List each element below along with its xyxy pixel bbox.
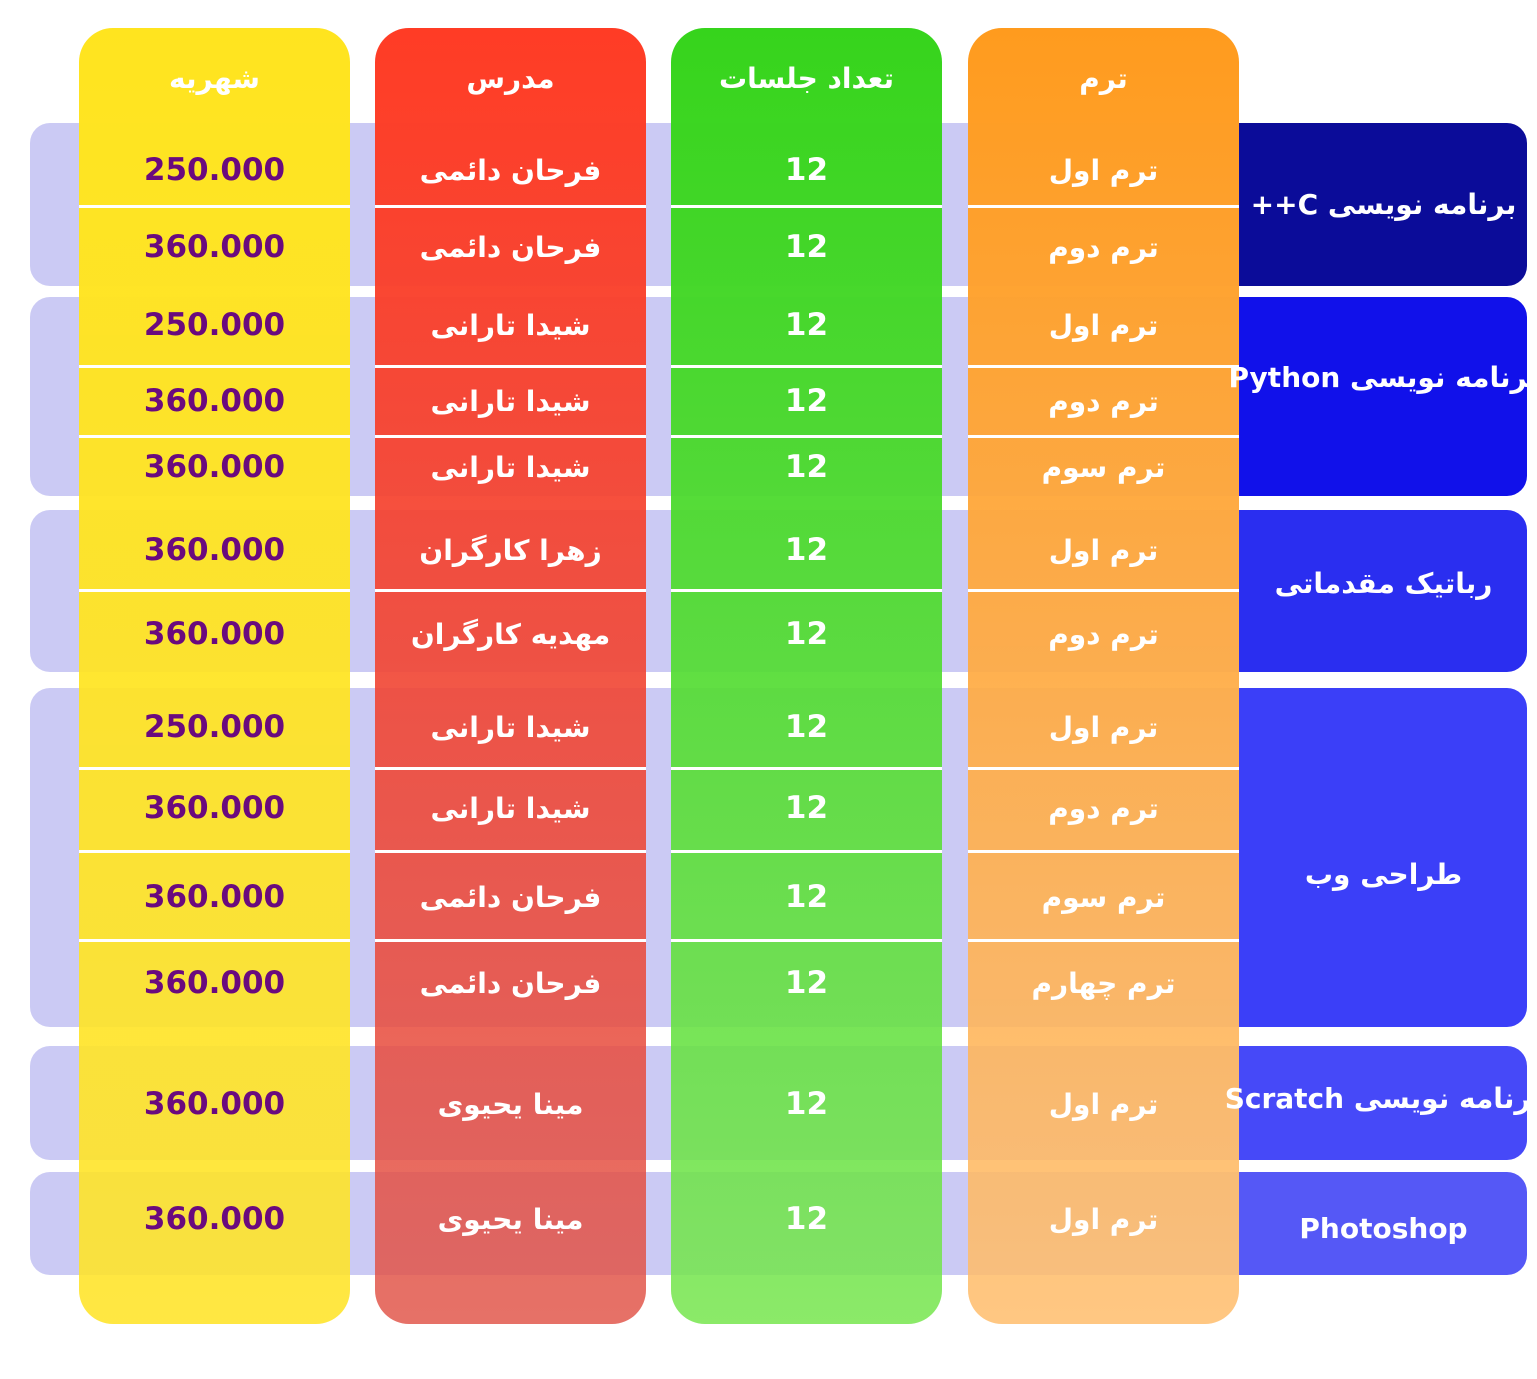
row-divider [375, 365, 646, 368]
row-divider [375, 435, 646, 438]
row-divider [79, 365, 350, 368]
fee-cell: 250.000 [143, 307, 286, 343]
row-divider [671, 589, 942, 592]
teacher-cell: فرحان دائمی [419, 153, 602, 187]
teacher-header: مدرس [466, 61, 555, 95]
row-divider [968, 365, 1239, 368]
term-cell: ترم اول [1048, 1202, 1159, 1236]
term-cell: ترم چهارم [1031, 966, 1176, 1000]
fee-cell: 250.000 [143, 709, 286, 745]
teacher-cell: شیدا تارانی [430, 308, 591, 342]
fee-header: شهریه [169, 61, 260, 95]
row-divider [79, 205, 350, 208]
row-divider [968, 435, 1239, 438]
teacher-cell: شیدا تارانی [430, 710, 591, 744]
sessions-cell: 12 [784, 307, 829, 343]
row-divider [79, 435, 350, 438]
teacher-cell: مهدیه کارگران [410, 617, 611, 651]
term-cell: ترم دوم [1048, 617, 1159, 651]
fee-cell: 360.000 [143, 965, 286, 1001]
row-divider [968, 589, 1239, 592]
fee-cell: 360.000 [143, 229, 286, 265]
teacher-cell: زهرا کارگران [419, 533, 602, 567]
row-divider [968, 205, 1239, 208]
term-cell: ترم سوم [1041, 450, 1166, 484]
row-divider [671, 205, 942, 208]
sessions-cell: 12 [784, 1086, 829, 1122]
row-divider [375, 205, 646, 208]
term-column [968, 28, 1239, 1324]
teacher-cell: شیدا تارانی [430, 450, 591, 484]
fee-cell: 360.000 [143, 790, 286, 826]
row-divider [375, 939, 646, 942]
teacher-cell: مینا یحیوی [437, 1202, 584, 1236]
term-cell: ترم اول [1048, 710, 1159, 744]
term-cell: ترم اول [1048, 308, 1159, 342]
teacher-cell: شیدا تارانی [430, 384, 591, 418]
fee-column [79, 28, 350, 1324]
course-name-photoshop: Photoshop [1299, 1211, 1468, 1245]
course-name-robotics: رباتیک مقدماتی [1274, 566, 1493, 600]
row-divider [79, 767, 350, 770]
row-divider [968, 767, 1239, 770]
sessions-cell: 12 [784, 709, 829, 745]
term-cell: ترم دوم [1048, 384, 1159, 418]
sessions-cell: 12 [784, 383, 829, 419]
fee-cell: 360.000 [143, 1201, 286, 1237]
fee-cell: 360.000 [143, 879, 286, 915]
row-divider [79, 850, 350, 853]
sessions-cell: 12 [784, 616, 829, 652]
term-cell: ترم اول [1048, 153, 1159, 187]
course-name-python: برنامه نویسی Python [1228, 360, 1537, 394]
sessions-cell: 12 [784, 1201, 829, 1237]
course-name-web-design: طراحی وب [1304, 857, 1463, 891]
row-divider [375, 589, 646, 592]
sessions-cell: 12 [784, 790, 829, 826]
course-name-cpp: برنامه نویسی C++ [1250, 188, 1517, 221]
term-cell: ترم اول [1048, 1087, 1159, 1121]
sessions-cell: 12 [784, 965, 829, 1001]
teacher-column [375, 28, 646, 1324]
row-divider [671, 365, 942, 368]
sessions-cell: 12 [784, 879, 829, 915]
row-divider [671, 939, 942, 942]
sessions-column [671, 28, 942, 1324]
row-divider [671, 850, 942, 853]
teacher-cell: فرحان دائمی [419, 230, 602, 264]
fee-cell: 250.000 [143, 152, 286, 188]
row-divider [968, 939, 1239, 942]
row-divider [79, 939, 350, 942]
row-divider [375, 850, 646, 853]
sessions-cell: 12 [784, 449, 829, 485]
sessions-cell: 12 [784, 229, 829, 265]
fee-cell: 360.000 [143, 449, 286, 485]
fee-cell: 360.000 [143, 1086, 286, 1122]
course-name-scratch: برنامه نویسی Scratch [1224, 1081, 1537, 1115]
teacher-cell: فرحان دائمی [419, 966, 602, 1000]
fee-cell: 360.000 [143, 616, 286, 652]
row-divider [79, 589, 350, 592]
term-cell: ترم دوم [1048, 230, 1159, 264]
term-cell: ترم دوم [1048, 791, 1159, 825]
term-cell: ترم اول [1048, 533, 1159, 567]
fee-cell: 360.000 [143, 383, 286, 419]
term-header: ترم [1079, 61, 1128, 95]
sessions-cell: 12 [784, 152, 829, 188]
term-cell: ترم سوم [1041, 880, 1166, 914]
teacher-cell: مینا یحیوی [437, 1087, 584, 1121]
teacher-cell: فرحان دائمی [419, 880, 602, 914]
row-divider [671, 435, 942, 438]
row-divider [671, 767, 942, 770]
row-divider [968, 850, 1239, 853]
sessions-cell: 12 [784, 532, 829, 568]
fee-cell: 360.000 [143, 532, 286, 568]
sessions-header: تعداد جلسات [719, 61, 894, 95]
row-divider [375, 767, 646, 770]
teacher-cell: شیدا تارانی [430, 791, 591, 825]
